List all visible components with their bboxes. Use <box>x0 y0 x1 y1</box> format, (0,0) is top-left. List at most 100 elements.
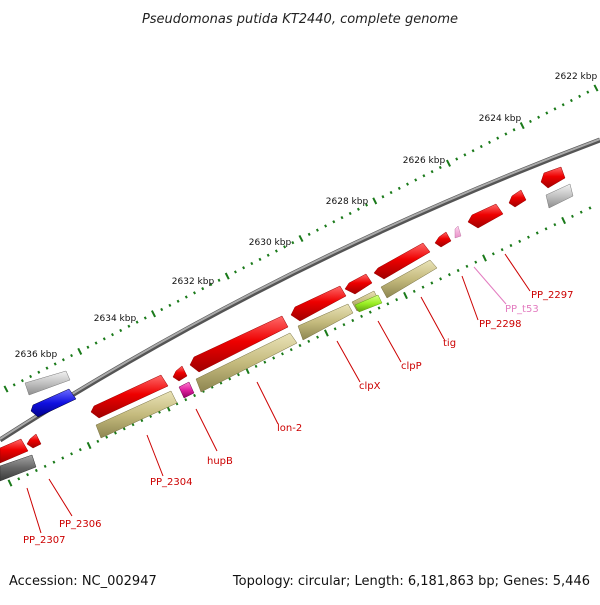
ruler-major-tick <box>298 234 304 243</box>
gene-feature[interactable] <box>373 242 431 280</box>
ruler-minor-tick <box>26 473 30 477</box>
gene-feature[interactable] <box>195 332 298 393</box>
ruler-minor-tick <box>561 103 565 107</box>
gene-feature[interactable] <box>0 438 29 464</box>
gene-feature[interactable] <box>380 259 438 299</box>
ruler-label-2622: 2622 kbp <box>555 72 598 82</box>
ruler-minor-tick <box>496 136 500 140</box>
ruler-label-2630: 2630 kbp <box>249 238 292 248</box>
gene-feature[interactable] <box>24 370 71 396</box>
ruler-label-2634: 2634 kbp <box>94 314 137 324</box>
gene-feature[interactable] <box>290 285 347 322</box>
gene-feature[interactable] <box>545 183 574 209</box>
ruler-minor-tick <box>377 306 381 310</box>
ruler-label-2624: 2624 kbp <box>479 114 522 124</box>
ruler-minor-tick <box>348 211 352 216</box>
ruler-minor-tick <box>102 337 106 341</box>
ruler-minor-tick <box>537 115 541 119</box>
gene-feature[interactable] <box>95 390 178 439</box>
ruler-minor-tick <box>474 260 478 264</box>
gene-label[interactable]: hupB <box>207 456 233 467</box>
ruler-minor-tick <box>94 341 98 345</box>
gene-feature[interactable] <box>508 189 527 208</box>
ruler-minor-tick <box>274 249 278 253</box>
ruler-minor-tick <box>307 232 311 236</box>
ruler-minor-tick <box>135 320 139 324</box>
ruler-major-tick <box>561 216 567 225</box>
gene-label[interactable]: clpP <box>401 361 422 372</box>
ruler-minor-tick <box>105 435 109 439</box>
rna-feature[interactable] <box>454 225 462 239</box>
ruler-minor-tick <box>209 282 213 287</box>
ruler-minor-tick <box>509 243 513 248</box>
ruler-minor-tick <box>70 452 74 456</box>
ruler-minor-tick <box>61 456 65 460</box>
ruler-major-tick <box>446 159 451 167</box>
ruler-minor-tick <box>17 477 21 481</box>
ruler-minor-tick <box>283 245 287 249</box>
ruler-minor-tick <box>53 362 57 366</box>
ruler-minor-tick <box>289 348 293 352</box>
ruler-minor-tick <box>111 333 114 337</box>
gene-feature[interactable] <box>0 454 37 482</box>
gene-label[interactable]: PP_2297 <box>531 290 574 301</box>
gene-leader-lines <box>26 253 531 534</box>
ruler-minor-tick <box>143 316 147 320</box>
ruler-minor-tick <box>236 373 240 377</box>
gene-feature[interactable] <box>189 315 289 373</box>
ruler-minor-tick <box>570 214 574 218</box>
gene-feature[interactable] <box>467 203 504 229</box>
ruler-minor-tick <box>389 190 393 195</box>
ruler-minor-tick <box>332 220 336 224</box>
gene-feature[interactable] <box>172 365 188 382</box>
ruler-minor-tick <box>217 278 221 282</box>
ruler-minor-tick <box>342 323 346 327</box>
ruler-major-tick <box>77 347 83 355</box>
gene-feature[interactable] <box>30 388 77 418</box>
gene-label[interactable]: lon-2 <box>277 423 302 434</box>
gene-label[interactable]: PP_2307 <box>23 535 66 546</box>
gene-label[interactable]: tig <box>443 338 456 349</box>
gene-label[interactable]: PP_2298 <box>479 319 522 330</box>
ruler-minor-tick <box>545 111 549 115</box>
ruler-minor-tick <box>512 128 516 132</box>
reverse-strand-genes <box>0 183 574 482</box>
ruler-minor-tick <box>365 203 369 207</box>
ruler-major-tick <box>3 385 9 393</box>
ruler-minor-tick <box>315 228 319 232</box>
gene-feature[interactable] <box>178 381 195 399</box>
ruler-minor-tick <box>193 393 197 398</box>
gene-feature[interactable] <box>540 166 566 189</box>
ruler-minor-tick <box>544 227 548 231</box>
gene-feature[interactable] <box>434 231 452 248</box>
gene-feature[interactable] <box>90 374 169 419</box>
ruler-minor-tick <box>438 165 442 170</box>
ruler-minor-tick <box>201 287 205 291</box>
ruler-minor-tick <box>86 345 90 349</box>
gene-label[interactable]: clpX <box>359 381 381 392</box>
ruler-minor-tick <box>78 448 82 452</box>
ruler-minor-tick <box>122 427 126 431</box>
gene-feature[interactable] <box>344 273 373 295</box>
gene-feature[interactable] <box>26 433 42 449</box>
gene-label[interactable]: PP_2304 <box>150 477 193 488</box>
ruler-minor-tick <box>324 224 328 228</box>
map-title: Pseudomonas putida KT2440, complete geno… <box>142 12 458 27</box>
ruler-minor-tick <box>250 261 254 266</box>
ruler-major-tick <box>519 122 525 130</box>
rna-label[interactable]: PP_t53 <box>505 304 539 315</box>
ruler-label-2636: 2636 kbp <box>15 350 58 360</box>
ruler-ticks <box>3 84 599 393</box>
ruler-minor-tick <box>119 328 123 333</box>
ruler-minor-tick <box>291 241 295 245</box>
gene-feature[interactable] <box>297 303 354 341</box>
ruler-minor-tick <box>479 144 483 149</box>
ruler-minor-tick <box>578 94 582 98</box>
ruler-major-tick <box>7 479 13 487</box>
ruler-minor-tick <box>12 383 16 387</box>
gene-feature[interactable] <box>354 294 383 313</box>
ruler-minor-tick <box>471 149 475 153</box>
ruler-minor-tick <box>553 223 557 227</box>
gene-label[interactable]: PP_2306 <box>59 519 102 530</box>
ruler-minor-tick <box>518 239 522 243</box>
